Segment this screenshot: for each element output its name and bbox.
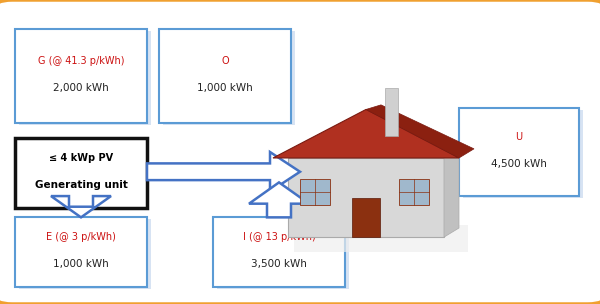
- Text: 1,000 kWh: 1,000 kWh: [53, 260, 109, 269]
- FancyBboxPatch shape: [15, 138, 147, 208]
- Bar: [288, 158, 444, 237]
- FancyBboxPatch shape: [19, 219, 151, 289]
- FancyBboxPatch shape: [15, 217, 147, 287]
- Bar: [300, 179, 330, 205]
- FancyBboxPatch shape: [213, 217, 345, 287]
- Polygon shape: [366, 105, 474, 158]
- Text: E (@ 3 p/kWh): E (@ 3 p/kWh): [46, 232, 116, 242]
- Polygon shape: [294, 225, 468, 252]
- Polygon shape: [273, 109, 459, 158]
- Bar: [399, 179, 429, 205]
- FancyArrow shape: [249, 182, 309, 217]
- FancyBboxPatch shape: [159, 29, 291, 123]
- FancyBboxPatch shape: [217, 219, 349, 289]
- Bar: [352, 198, 380, 237]
- FancyBboxPatch shape: [163, 31, 295, 125]
- Text: 2,000 kWh: 2,000 kWh: [53, 83, 109, 93]
- Text: I (@ 13 p/kWh): I (@ 13 p/kWh): [242, 232, 316, 242]
- FancyBboxPatch shape: [19, 31, 151, 125]
- Text: ≤ 4 kWp PV: ≤ 4 kWp PV: [49, 153, 113, 163]
- Text: 4,500 kWh: 4,500 kWh: [491, 159, 547, 169]
- Text: Generating unit: Generating unit: [35, 181, 127, 190]
- FancyBboxPatch shape: [463, 110, 583, 198]
- Text: G (@ 41.3 p/kWh): G (@ 41.3 p/kWh): [38, 56, 124, 66]
- FancyArrow shape: [147, 152, 300, 192]
- Polygon shape: [444, 149, 459, 237]
- Text: U: U: [515, 132, 523, 142]
- FancyArrow shape: [51, 196, 111, 217]
- FancyBboxPatch shape: [459, 108, 579, 196]
- Text: O: O: [221, 56, 229, 66]
- Text: 1,000 kWh: 1,000 kWh: [197, 83, 253, 93]
- FancyBboxPatch shape: [15, 29, 147, 123]
- Bar: [385, 88, 398, 136]
- Text: 3,500 kWh: 3,500 kWh: [251, 260, 307, 269]
